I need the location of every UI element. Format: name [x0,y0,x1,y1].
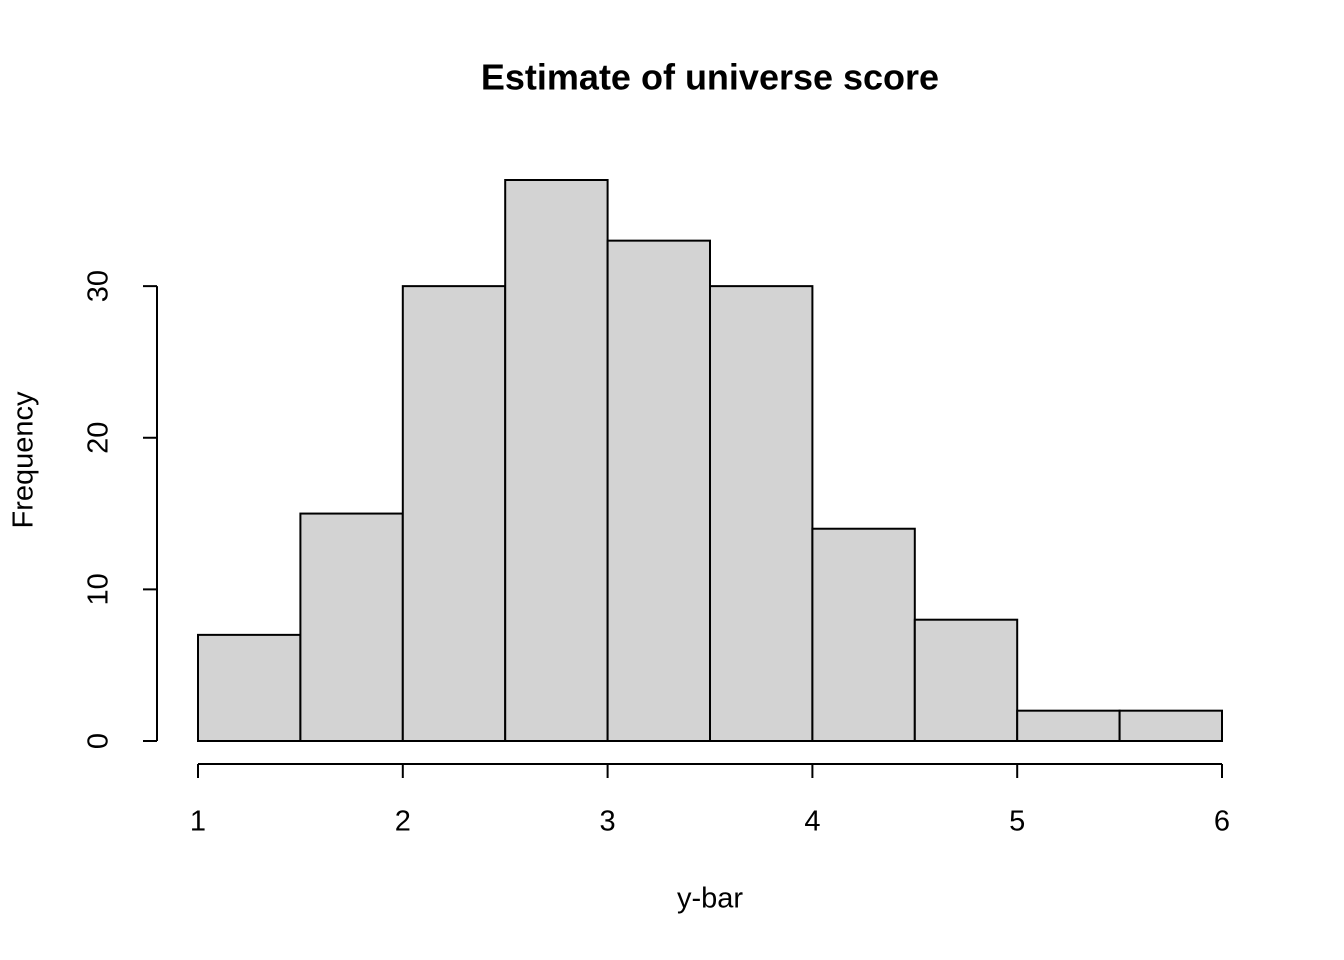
bar [1118,709,1223,742]
x-tick-label: 1 [190,806,206,838]
y-tick-label: 10 [83,573,115,605]
x-tick-label: 5 [1009,806,1025,838]
x-axis-title: y-bar [677,883,743,915]
x-tick-label: 2 [395,806,411,838]
y-tick-label: 0 [83,733,115,749]
bar [197,633,302,742]
x-tick-label: 6 [1214,806,1230,838]
bar [606,239,711,742]
bar [299,512,404,742]
bar [913,618,1019,742]
y-axis-title: Frequency [8,391,40,529]
bar [401,285,507,742]
chart-title: Estimate of universe score [481,57,939,98]
x-tick-label: 4 [804,806,820,838]
y-tick-label: 30 [83,270,115,302]
bar [1016,709,1121,742]
y-tick-label: 20 [83,422,115,454]
bar [811,527,916,742]
bar [709,285,814,742]
x-tick-label: 3 [600,806,616,838]
bar [504,179,609,742]
